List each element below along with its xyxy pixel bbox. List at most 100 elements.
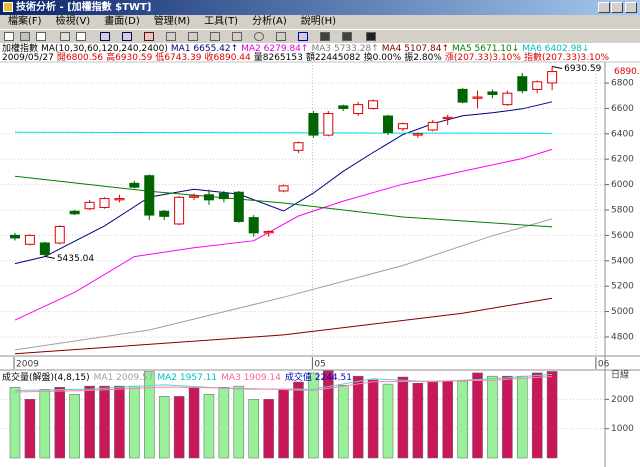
candle-body [472,96,483,99]
volume-bar [158,396,170,459]
candle-body [412,133,423,136]
volume-bar [367,379,379,459]
candle-body [368,100,379,109]
volume-bar [442,380,453,459]
volume-bar [412,382,424,459]
tool-button[interactable] [76,32,86,41]
tool-button[interactable] [4,32,14,41]
candle-body [39,242,50,255]
menu-item[interactable]: 檔案(F) [8,16,42,27]
tool-button[interactable] [122,32,132,41]
tool-button[interactable] [36,32,46,41]
header-item: MA(10,30,60,120,240,2400) [41,44,168,54]
candle-body [338,105,349,109]
candle-body [383,115,393,134]
y-tick-label: 1000 [611,424,634,434]
header-item: MA3 1909.14 [221,373,281,383]
chart: 加權指數 MA(10,30,60,120,240,2400) MA1 6655.42… [0,43,640,467]
ma-line [14,373,553,391]
menu-item[interactable]: 畫面(D) [104,16,140,27]
ma-line [14,175,553,228]
menu-item[interactable]: 管理(M) [153,16,191,27]
volume-bar [323,370,334,459]
volume-bar [546,371,558,459]
candle-body [293,142,304,151]
tool-button[interactable] [320,32,330,41]
volume-bar [337,385,349,459]
volume-bar [397,376,409,459]
candle-body [323,113,334,136]
ma-line [14,218,553,351]
candle-body [353,104,364,115]
tool-button[interactable] [210,32,220,41]
menu-item[interactable]: 分析(A) [252,16,287,27]
candle-body [248,217,259,234]
tool-button[interactable] [144,32,154,41]
candle-body [427,121,438,131]
candle-body [114,198,125,201]
tool-button[interactable] [342,32,352,41]
volume-bar [188,387,200,459]
y-tick-label: 6200 [611,155,634,165]
tool-button[interactable] [188,32,198,41]
ma-line [14,148,553,321]
ma-line [14,101,553,265]
menu-item[interactable]: 檢視(V) [55,16,91,27]
last-price-label: 6890.4 [614,67,640,77]
volume-bar [114,385,125,459]
minimize-button[interactable] [598,2,610,13]
ma-line [14,131,553,134]
volume-bar [248,399,259,459]
menu-item[interactable]: 說明(H) [300,16,337,27]
ma-line [14,297,553,355]
y-tick-label: 6800 [611,79,634,89]
header-item: 指數(207.33)3.10% [524,51,610,63]
volume-bar [472,372,483,459]
volume-bar [457,380,468,459]
tool-button[interactable] [276,32,286,41]
menu-bar: 檔案(F) 檢視(V) 畫面(D) 管理(M) 工具(T) 分析(A) 說明(H) [0,15,640,29]
tool-button[interactable] [366,32,376,41]
menu-item[interactable]: 工具(T) [204,16,239,27]
toolbar [0,29,640,43]
tool-button[interactable] [254,32,264,41]
volume-bar [352,375,364,459]
volume-bar [173,396,185,459]
volume-bar [263,399,274,459]
candle-body [10,234,20,239]
tool-button[interactable] [100,32,110,41]
y-tick-label: 6000 [611,180,634,190]
window-title: 技術分析 - [加權指數 $TWT] [16,2,152,13]
chart-background [0,43,640,467]
annotation-line [552,65,563,69]
header-item: MA1 2009.57 [94,373,154,383]
y-tick-label: 5400 [611,256,634,266]
maximize-button[interactable] [611,2,623,13]
volume-bar [84,385,95,459]
header-item: 2009/05/27 [2,53,54,63]
candle-body [144,175,155,216]
tool-button[interactable] [60,32,70,41]
header-item: MA2 6279.84↑ [241,44,308,54]
candle-body [24,234,35,245]
candle-body [159,210,170,217]
candle-body [174,196,185,225]
tool-button[interactable] [298,32,308,41]
y-tick-label: 6400 [611,129,634,139]
tool-button[interactable] [232,32,242,41]
volume-bar [99,385,110,459]
candle-body [84,201,95,210]
header-item: 加權指數 [2,43,38,54]
title-bar: 技術分析 - [加權指數 $TWT] [0,0,640,15]
candle-body [69,210,80,215]
tool-button[interactable] [20,32,30,41]
candle-body [487,91,498,95]
y-tick-label: 5600 [611,231,634,241]
header-line: 2009/05/27 開6800.56 高6930.59 低6743.39 收6890.… [2,51,610,63]
header-item: MA5 5671.10↓ [452,44,519,54]
tool-button[interactable] [166,32,176,41]
header-item: 高6930.59 [106,51,152,63]
candle-body [99,198,110,208]
close-button[interactable] [625,2,637,13]
header-item: MA3 5733.28↑ [311,44,378,54]
